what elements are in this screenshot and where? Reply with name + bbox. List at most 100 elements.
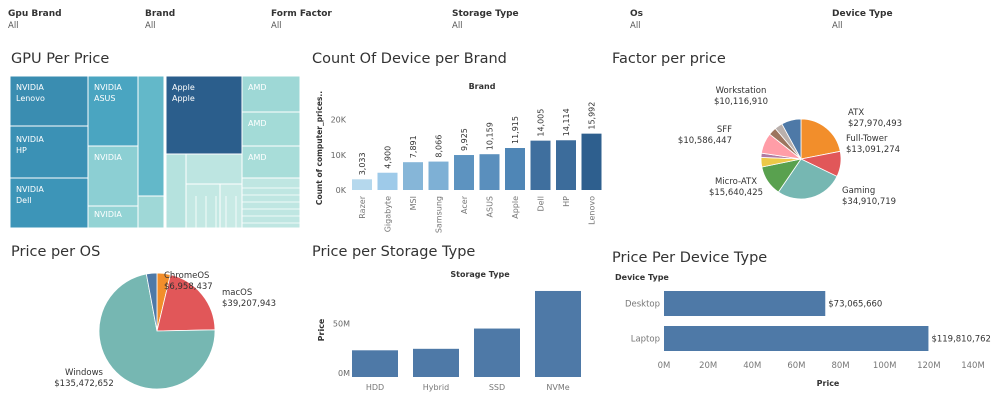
filter-storage-type[interactable]: Storage Type All bbox=[452, 9, 519, 31]
filter-value[interactable]: All bbox=[630, 21, 641, 31]
brand-bar bbox=[454, 155, 474, 190]
treemap-cell bbox=[241, 111, 301, 147]
brand-x-tick-label: Samsung bbox=[435, 196, 444, 233]
brand-x-tick-label: Acer bbox=[460, 195, 469, 214]
treemap-gpu-label: NVIDIA bbox=[94, 210, 122, 219]
treemap-brand-label: Lenovo bbox=[16, 94, 45, 103]
treemap-brand-label: HP bbox=[16, 146, 27, 155]
filter-value[interactable]: All bbox=[8, 21, 19, 31]
brand-x-tick-label: Dell bbox=[537, 196, 546, 212]
device-x-tick-label: 140M bbox=[961, 361, 985, 371]
treemap-gpu-label: NVIDIA bbox=[94, 153, 122, 162]
storage-x-tick-label: HDD bbox=[366, 383, 384, 392]
brand-bar-value-label: 11,915 bbox=[511, 116, 520, 144]
treemap-cell bbox=[185, 183, 221, 229]
brand-bar bbox=[479, 154, 500, 190]
device-x-axis-label: Price bbox=[817, 379, 840, 388]
treemap-cell bbox=[9, 75, 89, 127]
filter-value[interactable]: All bbox=[452, 21, 463, 31]
factor-chart-title: Factor per price bbox=[612, 51, 726, 67]
factor-slice-value-label: $13,091,274 bbox=[846, 145, 900, 155]
storage-bar bbox=[413, 348, 459, 377]
os-slice-name-label: macOS bbox=[222, 288, 252, 298]
treemap-gpu-label: NVIDIA bbox=[16, 135, 44, 144]
storage-bar bbox=[474, 328, 520, 377]
treemap-cell bbox=[165, 153, 187, 229]
device-x-tick-label: 80M bbox=[831, 361, 849, 371]
brand-y-tick-label: 20K bbox=[331, 116, 347, 125]
factor-pie-slice bbox=[777, 158, 838, 200]
factor-slice-value-label: $10,116,910 bbox=[714, 97, 768, 107]
device-bar bbox=[664, 326, 929, 351]
treemap-gpu-label: NVIDIA bbox=[16, 185, 44, 194]
brand-x-tick-label: Razer bbox=[358, 195, 367, 218]
storage-y-tick-label: 0M bbox=[338, 369, 350, 378]
device-bar-value-label: $73,065,660 bbox=[828, 300, 882, 310]
device-x-tick-label: 120M bbox=[917, 361, 941, 371]
filter-gpu-brand[interactable]: Gpu Brand All bbox=[8, 9, 62, 31]
treemap-gpu-label: Apple bbox=[172, 83, 195, 92]
brand-bar bbox=[403, 162, 423, 190]
brand-bar bbox=[377, 172, 398, 190]
factor-slice-name-label: SFF bbox=[717, 125, 732, 135]
brand-x-tick-label: MSI bbox=[409, 196, 418, 210]
storage-bar bbox=[535, 290, 581, 377]
treemap-cell bbox=[185, 153, 243, 185]
factor-slice-value-label: $10,586,447 bbox=[678, 136, 732, 146]
treemap-cell bbox=[137, 195, 165, 229]
brand-chart-header: Brand bbox=[469, 82, 496, 91]
os-pie-slice bbox=[156, 274, 216, 332]
brand-x-tick-label: Gigabyte bbox=[384, 196, 393, 232]
treemap-cell bbox=[219, 183, 243, 229]
brand-bar-value-label: 14,005 bbox=[537, 109, 546, 137]
factor-slice-value-label: $34,910,719 bbox=[842, 197, 896, 207]
storage-x-tick-label: SSD bbox=[489, 383, 505, 392]
treemap-cell bbox=[241, 177, 301, 229]
brand-bar-value-label: 3,033 bbox=[358, 152, 367, 175]
filter-value[interactable]: All bbox=[832, 21, 843, 31]
os-pie-slice bbox=[145, 272, 158, 332]
factor-slice-name-label: Full-Tower bbox=[846, 134, 888, 144]
os-slice-name-label: ChromeOS bbox=[164, 271, 209, 281]
brand-bar bbox=[352, 179, 372, 190]
filter-device-type[interactable]: Device Type All bbox=[832, 9, 893, 31]
storage-y-tick-label: 50M bbox=[333, 320, 350, 329]
filter-value[interactable]: All bbox=[271, 21, 282, 31]
brand-bar-value-label: 15,992 bbox=[588, 102, 597, 130]
filter-brand[interactable]: Brand All bbox=[145, 9, 175, 31]
filter-value[interactable]: All bbox=[145, 21, 156, 31]
treemap-gpu-label: AMD bbox=[248, 83, 267, 92]
filter-form-factor[interactable]: Form Factor All bbox=[271, 9, 332, 31]
storage-chart-header: Storage Type bbox=[450, 270, 510, 279]
filter-label: Brand bbox=[145, 9, 176, 19]
brand-bar bbox=[505, 148, 525, 190]
device-x-tick-label: 20M bbox=[699, 361, 717, 371]
factor-pie-slice bbox=[781, 118, 802, 160]
treemap-brand-label: Apple bbox=[172, 94, 195, 103]
brand-bar-value-label: 9,925 bbox=[460, 128, 469, 151]
gpu-treemap: NVIDIA Lenovo NVIDIA HP NVIDIA Dell NVIDIA ASUS… bbox=[9, 75, 301, 229]
factor-slice-name-label: Gaming bbox=[842, 186, 875, 196]
device-y-tick-label: Laptop bbox=[631, 335, 660, 345]
filter-label: Storage Type bbox=[452, 9, 519, 19]
storage-x-tick-label: NVMe bbox=[546, 383, 569, 392]
brand-bar-value-label: 4,900 bbox=[384, 146, 393, 169]
brand-bar-value-label: 7,891 bbox=[409, 135, 418, 158]
filter-os[interactable]: Os All bbox=[630, 9, 643, 31]
treemap-gpu-label: AMD bbox=[248, 153, 267, 162]
factor-slice-value-label: $27,970,493 bbox=[848, 119, 902, 129]
brand-bar bbox=[530, 140, 551, 190]
factor-slice-name-label: Micro-ATX bbox=[715, 177, 757, 187]
os-chart-title: Price per OS bbox=[11, 244, 101, 260]
storage-x-tick-label: Hybrid bbox=[423, 383, 449, 392]
brand-y-tick-label: 0K bbox=[336, 186, 347, 195]
treemap-gpu-label: NVIDIA bbox=[16, 83, 44, 92]
treemap-cell bbox=[241, 75, 301, 113]
storage-y-axis-label: Price bbox=[317, 318, 326, 341]
brand-bar-value-label: 10,159 bbox=[486, 122, 495, 150]
gpu-chart-title: GPU Per Price bbox=[11, 51, 110, 67]
device-chart-title: Price Per Device Type bbox=[612, 250, 768, 266]
brand-y-axis-label: Count of computer_prices.. bbox=[315, 91, 324, 205]
os-slice-value-label: $39,207,943 bbox=[222, 299, 276, 309]
storage-bar-chart: Storage Type Price 0M 50M HDD Hybrid SSD NVMe bbox=[317, 270, 581, 392]
